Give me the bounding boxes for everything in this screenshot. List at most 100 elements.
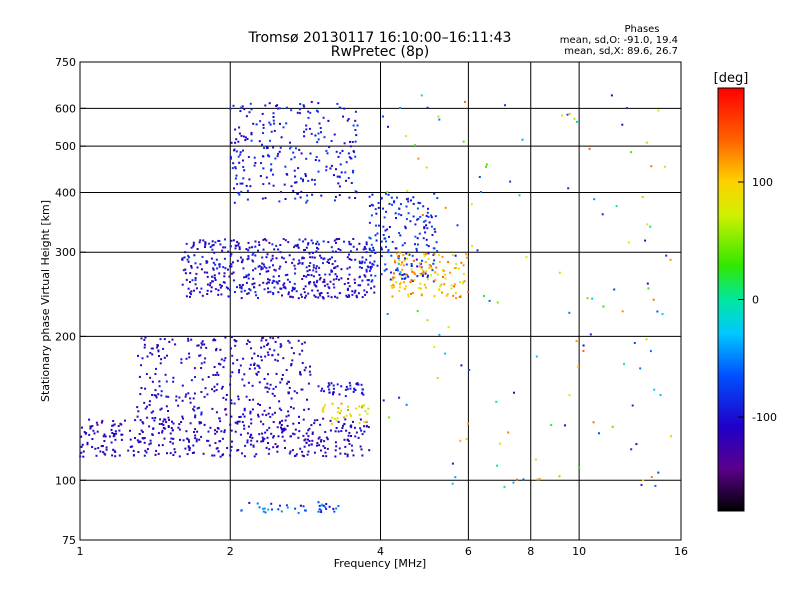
data-point [310, 132, 313, 135]
data-point [219, 283, 222, 286]
data-point [480, 191, 482, 193]
data-point [343, 416, 346, 419]
data-point [262, 132, 264, 134]
data-point [336, 275, 338, 278]
data-point [251, 283, 254, 286]
data-point [419, 262, 422, 265]
data-point [402, 264, 405, 267]
data-point [328, 273, 331, 276]
data-point [215, 389, 218, 391]
data-point [204, 243, 207, 246]
data-point [234, 166, 237, 168]
data-point [326, 438, 329, 441]
data-point [317, 296, 320, 299]
data-point [193, 409, 196, 412]
data-point [311, 256, 314, 259]
data-point [274, 157, 277, 160]
data-point [368, 236, 371, 239]
data-point [167, 395, 170, 398]
data-point [132, 454, 135, 457]
data-point [170, 427, 173, 429]
data-point [361, 406, 364, 409]
data-point [319, 276, 322, 279]
data-point [235, 340, 238, 343]
data-point [346, 296, 349, 298]
data-point [292, 189, 295, 192]
data-point [330, 422, 333, 425]
data-point [343, 423, 346, 425]
data-point [414, 223, 417, 226]
data-point [417, 201, 420, 204]
data-point [297, 246, 300, 249]
data-point [225, 394, 228, 396]
data-point [244, 139, 247, 142]
data-point [358, 405, 361, 408]
data-point [163, 338, 166, 341]
data-point [388, 202, 391, 205]
data-point [172, 376, 175, 379]
data-point [306, 270, 309, 273]
data-point [304, 173, 307, 176]
data-point [290, 363, 293, 365]
data-point [181, 257, 184, 260]
data-point [195, 287, 198, 290]
data-point [246, 198, 249, 201]
data-point [401, 277, 404, 280]
data-point [310, 274, 313, 277]
data-point [263, 238, 266, 241]
data-point [425, 238, 428, 241]
data-point [257, 249, 259, 252]
data-point [383, 269, 386, 272]
data-point [217, 374, 220, 376]
data-point [189, 401, 192, 404]
data-point [161, 444, 164, 447]
phase-stats-x: mean, sd,X: 89.6, 26.7 [564, 46, 678, 57]
data-point [313, 422, 316, 425]
data-point [327, 295, 330, 298]
data-point [325, 165, 328, 168]
data-point [279, 345, 282, 348]
data-point [333, 286, 336, 289]
data-point [206, 289, 209, 292]
data-point [407, 197, 409, 200]
data-point [321, 408, 324, 411]
data-point [214, 429, 216, 432]
data-point [460, 261, 463, 264]
data-point [213, 366, 216, 368]
data-point [277, 336, 280, 339]
x-tick-label: 4 [377, 545, 384, 558]
data-point [263, 147, 266, 149]
data-point [464, 100, 466, 103]
data-point [275, 280, 278, 283]
data-point [278, 107, 281, 110]
data-point [252, 277, 255, 280]
data-point [218, 272, 221, 275]
data-point [236, 183, 239, 186]
y-tick-label: 100 [55, 474, 76, 487]
data-point [400, 263, 403, 266]
data-point [399, 281, 402, 284]
data-point [649, 350, 652, 353]
data-point [277, 353, 280, 356]
data-point [281, 431, 284, 434]
data-point [245, 248, 248, 251]
data-point [323, 440, 326, 443]
y-tick-label: 400 [55, 186, 76, 199]
data-point [315, 109, 318, 112]
data-point [262, 440, 265, 443]
data-point [416, 275, 419, 278]
data-point [368, 221, 371, 224]
data-point [236, 286, 238, 289]
data-point [263, 288, 266, 291]
data-point [307, 435, 310, 438]
data-point [143, 454, 146, 457]
data-point [230, 141, 233, 144]
data-point [564, 424, 566, 427]
data-point [238, 248, 241, 251]
data-point [592, 421, 595, 424]
data-point [293, 282, 296, 285]
data-point [247, 381, 250, 384]
data-point [334, 455, 337, 458]
data-point [646, 282, 649, 285]
data-point [226, 447, 229, 449]
